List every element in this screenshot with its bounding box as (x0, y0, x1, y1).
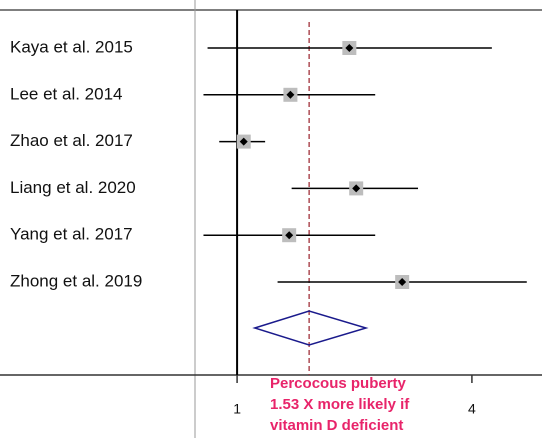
study-label: Kaya et al. 2015 (10, 37, 133, 56)
summary-diamond (252, 310, 369, 346)
point-estimate (285, 231, 294, 240)
point-estimate (352, 184, 361, 193)
study-label: Lee et al. 2014 (10, 84, 122, 103)
study-label: Yang et al. 2017 (10, 225, 133, 244)
study-label: Zhong et al. 2019 (10, 271, 142, 290)
annotation: vitamin D deficient (270, 417, 403, 434)
study-label: Zhao et al. 2017 (10, 131, 133, 150)
annotation: 1.53 X more likely if (270, 396, 410, 413)
point-estimate (239, 137, 248, 146)
annotation: Percocous puberty (270, 375, 407, 392)
point-estimate (345, 44, 354, 52)
study-label: Liang et al. 2020 (10, 178, 136, 197)
x-tick-label: 1 (233, 401, 241, 417)
point-estimate (398, 278, 407, 286)
point-estimate (286, 90, 295, 99)
x-tick-label: 4 (468, 401, 476, 417)
